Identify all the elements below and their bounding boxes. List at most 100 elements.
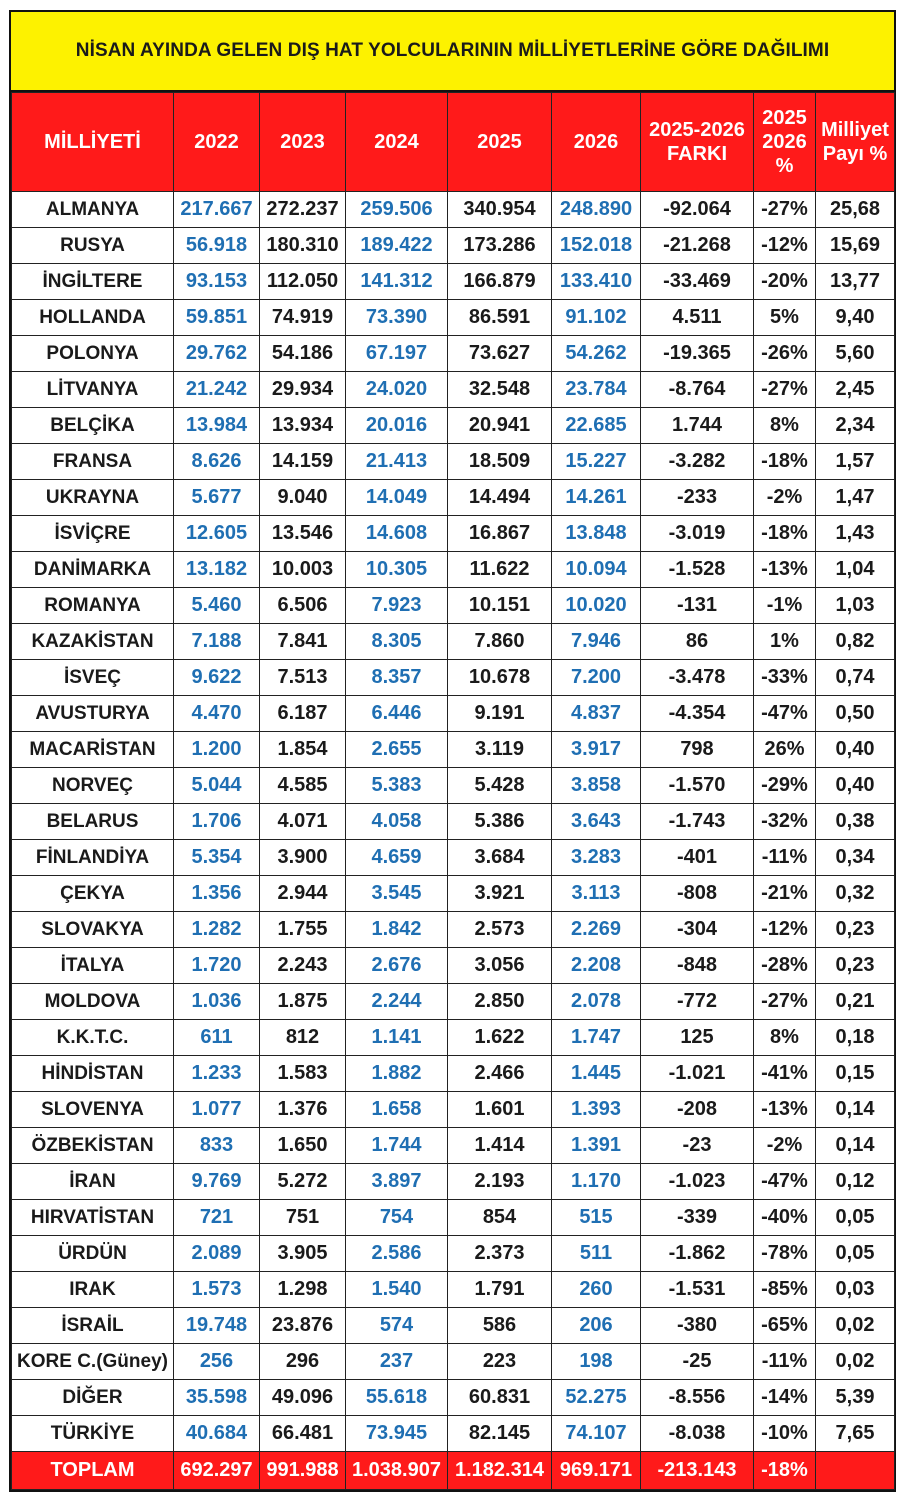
nationality-cell: HOLLANDA: [11, 299, 174, 336]
percent-change-cell: 8%: [753, 407, 816, 444]
value-2026-cell: 10.020: [551, 587, 641, 624]
value-2025-cell: 11.622: [447, 551, 552, 588]
difference-cell: -380: [640, 1307, 754, 1344]
value-2023-cell: 1.298: [259, 1271, 346, 1308]
value-2024-cell: 2.586: [345, 1235, 448, 1272]
value-2023-cell: 2.243: [259, 947, 346, 984]
table-row: KAZAKİSTAN 7.188 7.841 8.305 7.860 7.946 86 1% 0…: [11, 623, 895, 660]
value-2023-cell: 13.546: [259, 515, 346, 552]
value-2025-cell: 2.193: [447, 1163, 552, 1200]
value-2022-cell: 9.769: [173, 1163, 260, 1200]
value-2026-cell: 4.837: [551, 695, 641, 732]
share-cell: 0,32: [815, 875, 895, 912]
value-2022-cell: 21.242: [173, 371, 260, 408]
table-row: HOLLANDA 59.851 74.919 73.390 86.591 91.102 4.…: [11, 299, 895, 336]
value-2024-cell: 7.923: [345, 587, 448, 624]
table-row: K.K.T.C. 611 812 1.141 1.622 1.747 125 8% 0,18: [11, 1019, 895, 1056]
nationality-cell: TÜRKİYE: [11, 1415, 174, 1452]
total-2026: 969.171: [551, 1451, 641, 1490]
percent-change-cell: -29%: [753, 767, 816, 804]
table-row: İNGİLTERE 93.153 112.050 141.312 166.879 133.…: [11, 263, 895, 300]
difference-cell: -848: [640, 947, 754, 984]
table-body: ALMANYA 217.667 272.237 259.506 340.954 248.8…: [11, 191, 895, 1452]
table-row: BELARUS 1.706 4.071 4.058 5.386 3.643 -1.743 -3…: [11, 803, 895, 840]
table-row: İSRAİL 19.748 23.876 574 586 206 -380 -65% 0,02: [11, 1307, 895, 1344]
value-2026-cell: 511: [551, 1235, 641, 1272]
value-2023-cell: 812: [259, 1019, 346, 1056]
value-2023-cell: 10.003: [259, 551, 346, 588]
value-2022-cell: 1.356: [173, 875, 260, 912]
value-2024-cell: 3.897: [345, 1163, 448, 1200]
difference-cell: -8.764: [640, 371, 754, 408]
share-cell: 1,43: [815, 515, 895, 552]
value-2025-cell: 223: [447, 1343, 552, 1380]
nationality-cell: HIRVATİSTAN: [11, 1199, 174, 1236]
nationality-cell: UKRAYNA: [11, 479, 174, 516]
nationality-cell: SLOVENYA: [11, 1091, 174, 1128]
percent-change-cell: -14%: [753, 1379, 816, 1416]
value-2026-cell: 248.890: [551, 191, 641, 228]
value-2024-cell: 1.540: [345, 1271, 448, 1308]
nationality-cell: İNGİLTERE: [11, 263, 174, 300]
percent-change-cell: -18%: [753, 443, 816, 480]
difference-cell: -208: [640, 1091, 754, 1128]
value-2023-cell: 14.159: [259, 443, 346, 480]
table-row: SLOVAKYA 1.282 1.755 1.842 2.573 2.269 -304 -12…: [11, 911, 895, 948]
value-2026-cell: 23.784: [551, 371, 641, 408]
nationality-cell: ÇEKYA: [11, 875, 174, 912]
table-title: NİSAN AYINDA GELEN DIŞ HAT YOLCULARININ …: [11, 12, 894, 92]
table-row: SLOVENYA 1.077 1.376 1.658 1.601 1.393 -208 -13…: [11, 1091, 895, 1128]
table-row: İTALYA 1.720 2.243 2.676 3.056 2.208 -848 -28% 0…: [11, 947, 895, 984]
nationality-cell: İTALYA: [11, 947, 174, 984]
nationality-cell: DİĞER: [11, 1379, 174, 1416]
table-row: POLONYA 29.762 54.186 67.197 73.627 54.262 -19…: [11, 335, 895, 372]
percent-change-cell: -41%: [753, 1055, 816, 1092]
table-row: DİĞER 35.598 49.096 55.618 60.831 52.275 -8.55…: [11, 1379, 895, 1416]
difference-cell: -1.531: [640, 1271, 754, 1308]
value-2022-cell: 5.354: [173, 839, 260, 876]
share-cell: 0,40: [815, 767, 895, 804]
difference-cell: -772: [640, 983, 754, 1020]
value-2022-cell: 13.984: [173, 407, 260, 444]
share-cell: 1,03: [815, 587, 895, 624]
share-cell: 0,40: [815, 731, 895, 768]
value-2025-cell: 1.414: [447, 1127, 552, 1164]
value-2022-cell: 5.044: [173, 767, 260, 804]
difference-cell: -1.023: [640, 1163, 754, 1200]
table-row: HIRVATİSTAN 721 751 754 854 515 -339 -40% 0,05: [11, 1199, 895, 1236]
value-2023-cell: 2.944: [259, 875, 346, 912]
nationality-cell: AVUSTURYA: [11, 695, 174, 732]
percent-change-cell: -1%: [753, 587, 816, 624]
value-2022-cell: 35.598: [173, 1379, 260, 1416]
share-cell: 2,45: [815, 371, 895, 408]
share-cell: 0,05: [815, 1199, 895, 1236]
value-2022-cell: 5.677: [173, 479, 260, 516]
header-percent-line: %: [775, 155, 794, 177]
header-2022: 2022: [173, 92, 260, 192]
difference-cell: -19.365: [640, 335, 754, 372]
difference-cell: -304: [640, 911, 754, 948]
table-row: IRAK 1.573 1.298 1.540 1.791 260 -1.531 -85% 0,0…: [11, 1271, 895, 1308]
total-2022: 692.297: [173, 1451, 260, 1490]
value-2024-cell: 10.305: [345, 551, 448, 588]
value-2025-cell: 7.860: [447, 623, 552, 660]
value-2025-cell: 5.386: [447, 803, 552, 840]
nationality-cell: İRAN: [11, 1163, 174, 1200]
share-cell: 2,34: [815, 407, 895, 444]
share-cell: 0,23: [815, 947, 895, 984]
value-2022-cell: 1.573: [173, 1271, 260, 1308]
value-2022-cell: 12.605: [173, 515, 260, 552]
value-2024-cell: 6.446: [345, 695, 448, 732]
nationality-cell: DANİMARKA: [11, 551, 174, 588]
value-2024-cell: 1.141: [345, 1019, 448, 1056]
value-2022-cell: 13.182: [173, 551, 260, 588]
value-2023-cell: 272.237: [259, 191, 346, 228]
table-row: UKRAYNA 5.677 9.040 14.049 14.494 14.261 -233-…: [11, 479, 895, 516]
table-row: AVUSTURYA 4.470 6.187 6.446 9.191 4.837 -4.354…: [11, 695, 895, 732]
header-percent-line: 2025: [762, 107, 807, 129]
percent-change-cell: -27%: [753, 983, 816, 1020]
share-cell: 0,21: [815, 983, 895, 1020]
value-2023-cell: 7.513: [259, 659, 346, 696]
difference-cell: -233: [640, 479, 754, 516]
value-2025-cell: 3.119: [447, 731, 552, 768]
